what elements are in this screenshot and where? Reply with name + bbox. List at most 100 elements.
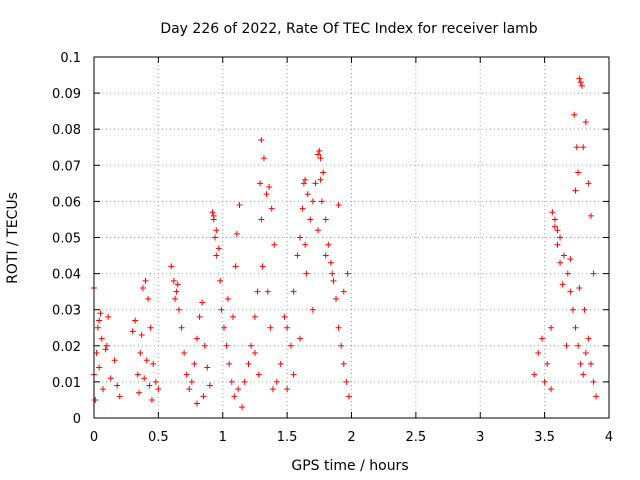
data-point	[569, 306, 576, 313]
data-point	[299, 205, 306, 212]
x-tick-label: 2.5	[406, 430, 427, 445]
data-point	[258, 137, 265, 144]
data-point	[155, 386, 162, 393]
data-point	[147, 324, 154, 331]
data-point	[213, 227, 220, 234]
data-point	[142, 277, 149, 284]
data-point	[168, 263, 175, 270]
data-point	[303, 270, 310, 277]
data-point	[531, 371, 538, 378]
data-point	[266, 183, 273, 190]
data-point	[317, 176, 324, 183]
data-point	[320, 169, 327, 176]
data-point	[582, 118, 589, 125]
grid-lines	[94, 57, 609, 418]
data-point	[221, 324, 228, 331]
data-point	[309, 306, 316, 313]
data-point	[315, 151, 322, 158]
data-point	[577, 79, 584, 86]
data-point	[139, 285, 146, 292]
data-point	[564, 270, 571, 277]
y-tick-label: 0.03	[52, 304, 81, 319]
data-point	[576, 285, 583, 292]
data-point	[318, 198, 325, 205]
data-point	[580, 144, 587, 151]
data-point	[284, 324, 291, 331]
data-point	[178, 324, 185, 331]
data-point	[571, 111, 578, 118]
data-point	[567, 288, 574, 295]
data-point	[309, 198, 316, 205]
data-point	[344, 270, 351, 277]
data-point	[317, 155, 324, 162]
data-point	[141, 375, 148, 382]
y-axis-label: ROTI / TECUs	[5, 192, 21, 284]
data-point	[567, 256, 574, 263]
x-tick-label: 0	[90, 430, 98, 445]
data-point	[218, 306, 225, 313]
data-point	[175, 306, 182, 313]
data-point	[217, 277, 224, 284]
data-point	[173, 288, 180, 295]
data-point	[307, 216, 314, 223]
data-point	[224, 295, 231, 302]
data-point	[297, 234, 303, 241]
data-point	[194, 335, 200, 342]
data-point	[587, 360, 594, 367]
data-point	[251, 350, 258, 357]
data-point	[183, 371, 190, 378]
x-axis-label: GPS time / hours	[291, 458, 408, 474]
data-point	[587, 212, 594, 219]
data-point	[239, 404, 246, 411]
data-point	[259, 263, 266, 270]
data-point	[96, 317, 103, 324]
data-point	[290, 288, 297, 295]
data-point	[209, 209, 216, 216]
data-point	[554, 227, 561, 234]
data-point	[551, 223, 558, 230]
data-point	[330, 277, 337, 284]
x-tick-label: 3	[476, 430, 484, 445]
y-tick-label: 0	[73, 412, 81, 427]
data-point	[575, 342, 582, 349]
data-point	[551, 216, 558, 223]
data-point	[170, 277, 177, 284]
data-point	[329, 270, 336, 277]
y-tick-label: 0.05	[52, 232, 81, 247]
axis-ticks	[93, 56, 610, 419]
data-point	[93, 350, 100, 357]
y-tick-label: 0.06	[52, 195, 81, 210]
x-tick-label: 4	[605, 430, 613, 445]
data-point	[582, 350, 589, 357]
data-point	[228, 378, 235, 385]
data-point	[277, 360, 284, 367]
data-point	[267, 324, 274, 331]
data-point	[172, 295, 179, 302]
data-point	[563, 342, 570, 349]
data-point	[577, 360, 584, 367]
data-point	[340, 360, 347, 367]
data-point	[148, 396, 155, 403]
y-tick-label: 0.04	[52, 268, 81, 283]
data-point	[557, 259, 564, 266]
data-point	[204, 364, 211, 371]
data-point	[335, 324, 342, 331]
data-point	[145, 295, 152, 302]
data-point	[539, 335, 546, 342]
data-point	[231, 393, 238, 400]
data-point	[284, 386, 291, 393]
data-point	[535, 350, 542, 357]
data-point	[590, 270, 597, 277]
chart-title: Day 226 of 2022, Rate Of TEC Index for r…	[160, 21, 537, 37]
data-point	[116, 393, 123, 400]
data-point	[557, 234, 564, 241]
y-tick-label: 0.09	[52, 87, 81, 102]
data-point	[544, 360, 551, 367]
data-point	[254, 288, 261, 295]
data-point	[134, 371, 141, 378]
data-point	[199, 299, 206, 306]
data-point	[343, 378, 350, 385]
data-point	[304, 191, 311, 198]
data-point	[181, 350, 188, 357]
